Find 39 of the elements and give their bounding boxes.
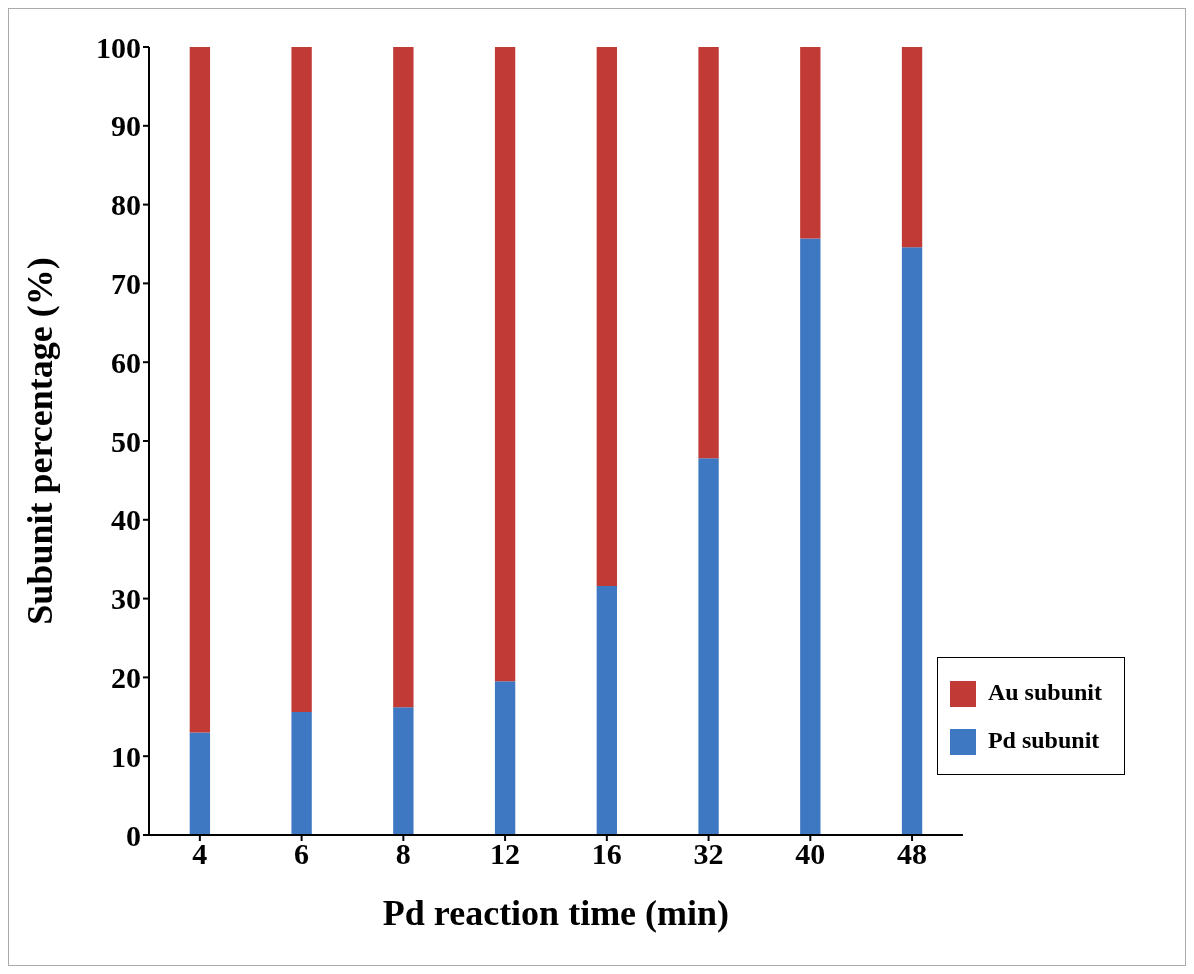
bar <box>901 247 923 835</box>
y-tick-label: 10 <box>111 739 141 773</box>
x-tick-label: 48 <box>897 837 928 871</box>
bar <box>393 707 414 835</box>
x-tick-label: 8 <box>395 837 411 871</box>
x-tick-label: 40 <box>795 837 826 871</box>
bar <box>698 458 719 835</box>
y-tick-label: 0 <box>126 818 141 852</box>
bar <box>494 681 516 835</box>
y-tick-label: 80 <box>111 188 141 222</box>
y-axis-title: Subunit percentage (%) <box>19 257 60 625</box>
x-tick-label: 4 <box>192 837 208 871</box>
bar <box>901 47 923 248</box>
x-axis-title: Pd reaction time (min) <box>382 893 730 933</box>
y-tick-label: 20 <box>111 661 141 695</box>
bar <box>291 712 312 835</box>
bar <box>189 47 211 733</box>
bar <box>800 238 821 835</box>
y-tick-label: 40 <box>111 503 141 537</box>
y-tick-label: 70 <box>111 267 141 301</box>
legend-label: Au subunit <box>986 679 1102 705</box>
legend-label: Pd subunit <box>986 727 1100 753</box>
y-tick-label: 100 <box>96 30 141 64</box>
bar <box>189 732 211 835</box>
y-tick-label: 60 <box>111 345 141 379</box>
y-tick-label: 50 <box>111 424 141 458</box>
bar <box>698 47 719 459</box>
bar <box>596 585 618 835</box>
x-tick-label: 12 <box>490 837 521 871</box>
bar <box>291 47 312 713</box>
bar <box>494 47 516 682</box>
y-tick-label: 30 <box>111 582 141 616</box>
bar <box>393 47 414 708</box>
bar <box>800 47 821 239</box>
x-tick-label: 16 <box>591 837 622 871</box>
x-tick-label: 32 <box>693 837 724 871</box>
y-tick-label: 90 <box>111 109 141 143</box>
x-tick-label: 6 <box>294 837 310 871</box>
bar <box>596 47 618 586</box>
